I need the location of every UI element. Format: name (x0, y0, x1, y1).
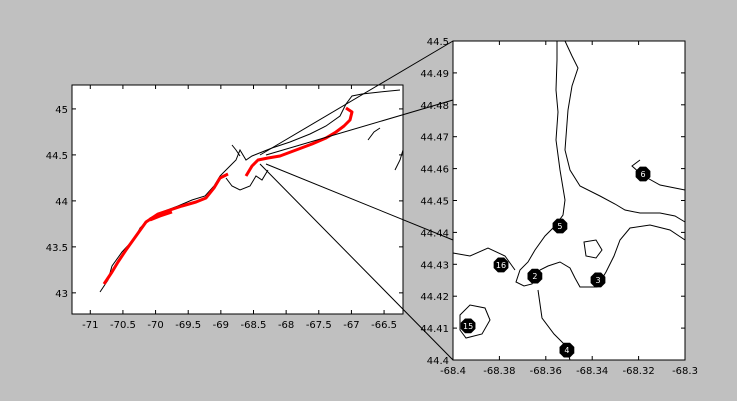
point-marker (493, 257, 509, 273)
point-marker (590, 272, 606, 288)
x-tick-label: -70.5 (110, 320, 136, 331)
point-label: 2 (532, 272, 537, 281)
point-label: 15 (463, 322, 473, 331)
y-tick-label: 44.45 (420, 197, 449, 208)
point-marker (635, 166, 651, 182)
x-tick-label: -67 (343, 320, 359, 331)
y-tick-label: 44.5 (46, 151, 68, 162)
zoom-line (265, 99, 454, 156)
x-tick-label: -69.5 (175, 320, 201, 331)
y-tick-label: 44.49 (420, 69, 449, 80)
coastline (452, 247, 516, 271)
point-marker (527, 268, 543, 284)
coastline (515, 41, 686, 288)
y-tick-label: 44.5 (427, 37, 449, 48)
zoom-line (259, 40, 454, 156)
x-tick-label: -67.5 (306, 320, 332, 331)
point-label: 16 (496, 261, 506, 270)
y-tick-label: 44.44 (420, 228, 449, 239)
point-label: 3 (595, 276, 600, 285)
x-tick-label: -68.4 (440, 366, 466, 377)
y-tick-label: 44.4 (427, 356, 449, 367)
x-tick-label: -69 (213, 320, 229, 331)
y-tick-label: 43.5 (46, 243, 68, 254)
y-tick-label: 43 (55, 289, 68, 300)
point-marker (559, 342, 575, 358)
coastline (231, 144, 241, 157)
x-tick-label: -66.5 (371, 320, 397, 331)
x-tick-label: -68.5 (241, 320, 267, 331)
coastline (394, 149, 404, 171)
right-axes (452, 40, 686, 361)
point-marker (460, 318, 476, 334)
left-points (102, 106, 354, 285)
point-label: 6 (640, 170, 645, 179)
x-tick-label: -68.34 (576, 366, 608, 377)
x-tick-label: -68.3 (672, 366, 698, 377)
zoom-line (265, 163, 454, 241)
coastline (225, 169, 269, 191)
y-tick-label: 44.42 (420, 292, 449, 303)
point-cluster (102, 172, 229, 285)
coastline (564, 40, 686, 223)
y-tick-label: 44.48 (420, 101, 449, 112)
point-marker (552, 218, 568, 234)
y-tick-label: 44.46 (420, 165, 449, 176)
y-tick-label: 44.41 (420, 324, 449, 335)
y-tick-label: 44.47 (420, 133, 449, 144)
x-tick-label: -68.36 (530, 366, 562, 377)
x-tick-label: -68.38 (483, 366, 515, 377)
y-tick-label: 45 (55, 105, 68, 116)
x-tick-label: -68.32 (622, 366, 654, 377)
point-label: 4 (564, 346, 569, 355)
coastline (367, 127, 381, 141)
y-tick-label: 44.43 (420, 260, 449, 271)
x-tick-label: -71 (82, 320, 98, 331)
x-tick-label: -70 (147, 320, 163, 331)
point-label: 5 (557, 222, 562, 231)
coastline (459, 304, 491, 339)
zoom-lines (259, 40, 454, 361)
point-cluster (149, 210, 173, 222)
y-tick-label: 44 (55, 197, 68, 208)
point-cluster (244, 106, 354, 177)
coastline (583, 239, 603, 259)
zoom-line (259, 163, 454, 361)
x-tick-label: -68 (278, 320, 294, 331)
